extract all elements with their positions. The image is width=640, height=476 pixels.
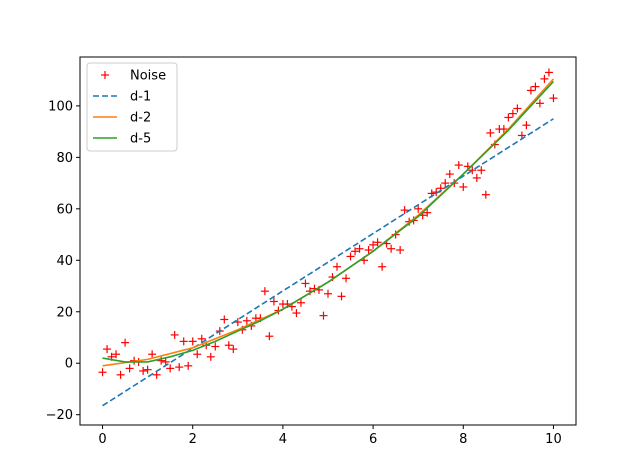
noise-point — [549, 94, 558, 103]
series-line-d-1 — [102, 118, 554, 407]
noise-point — [193, 350, 202, 359]
noise-point — [148, 350, 157, 359]
x-tick-label: 4 — [279, 432, 287, 447]
noise-point — [355, 244, 364, 253]
noise-point — [477, 166, 486, 175]
legend-label: Noise — [130, 69, 166, 84]
noise-point — [184, 361, 193, 370]
legend-label: d-1 — [130, 90, 151, 105]
noise-point — [206, 352, 215, 361]
noise-point — [265, 332, 274, 341]
noise-point — [342, 274, 351, 283]
noise-point — [269, 297, 278, 306]
y-tick-label: 80 — [56, 151, 73, 166]
noise-point — [468, 166, 477, 175]
noise-point — [454, 161, 463, 170]
legend-entry: d-1 — [93, 90, 151, 105]
noise-point — [260, 287, 269, 296]
noise-point — [351, 247, 360, 256]
noise-point — [364, 246, 373, 255]
noise-point — [400, 206, 409, 215]
noise-point — [414, 204, 423, 213]
noise-point — [373, 238, 382, 247]
noise-point — [125, 364, 134, 373]
noise-point — [175, 363, 184, 372]
legend-entry: d-2 — [93, 111, 151, 126]
noise-point — [224, 341, 233, 350]
noise-point — [526, 86, 535, 95]
noise-point — [544, 68, 553, 77]
noise-point — [301, 279, 310, 288]
noise-point — [229, 345, 238, 354]
noise-point — [242, 316, 251, 325]
noise-point — [188, 337, 197, 346]
y-tick-label: 40 — [56, 254, 73, 269]
legend-entry: d-5 — [93, 132, 151, 147]
y-tick-label: 0 — [65, 357, 73, 372]
noise-point — [121, 338, 130, 347]
noise-point — [378, 262, 387, 271]
noise-point — [441, 179, 450, 188]
noise-point — [211, 342, 220, 351]
noise-point — [179, 337, 188, 346]
noise-point — [197, 334, 206, 343]
noise-point — [472, 173, 481, 182]
x-tick-label: 8 — [459, 432, 467, 447]
legend: Noise d-1 d-2 d-5 — [86, 62, 178, 152]
legend-entry: Noise — [101, 69, 166, 84]
noise-point — [139, 366, 148, 375]
y-tick-label: 20 — [56, 305, 73, 320]
noise-point — [481, 190, 490, 199]
y-tick-label: 60 — [56, 202, 73, 217]
noise-point — [157, 356, 166, 365]
legend-box — [86, 62, 178, 152]
noise-point — [220, 315, 229, 324]
noise-point — [531, 82, 540, 91]
legend-label: d-2 — [130, 111, 151, 126]
noise-point — [459, 182, 468, 191]
noise-point — [346, 252, 355, 261]
noise-point — [396, 246, 405, 255]
plot-area-frame — [79, 56, 577, 426]
noise-point — [112, 350, 121, 359]
x-tick-label: 6 — [369, 432, 377, 447]
noise-point — [292, 309, 301, 318]
x-tick-label: 10 — [545, 432, 562, 447]
noise-point — [337, 292, 346, 301]
noise-point — [387, 244, 396, 253]
noise-point — [540, 74, 549, 83]
legend-label: d-5 — [130, 132, 151, 147]
noise-point — [296, 298, 305, 307]
noise-point — [499, 125, 508, 134]
noise-point — [508, 109, 517, 118]
y-tick-label: 100 — [48, 99, 73, 114]
noise-point — [445, 170, 454, 179]
legend-marker — [101, 71, 109, 79]
noise-point — [504, 113, 513, 122]
noise-point — [116, 370, 125, 379]
noise-point — [513, 104, 522, 113]
noise-point — [423, 208, 432, 217]
noise-point — [143, 365, 152, 374]
noise-point — [166, 364, 175, 373]
noise-point — [98, 368, 107, 377]
noise-point — [369, 240, 378, 249]
noise-point — [535, 99, 544, 108]
x-tick-label: 0 — [98, 432, 106, 447]
noise-point — [486, 128, 495, 137]
noise-point — [170, 330, 179, 339]
y-tick-label: −20 — [46, 408, 73, 423]
series-line-d-5 — [102, 80, 555, 363]
noise-point — [319, 311, 328, 320]
noise-point — [333, 262, 342, 271]
noise-point — [522, 121, 531, 130]
x-tick-label: 2 — [189, 432, 197, 447]
noise-point — [103, 345, 112, 354]
axis-ticks: 0 2 4 6 8 10 −20 0 20 40 60 80 100 — [46, 99, 562, 447]
noise-point — [324, 289, 332, 298]
